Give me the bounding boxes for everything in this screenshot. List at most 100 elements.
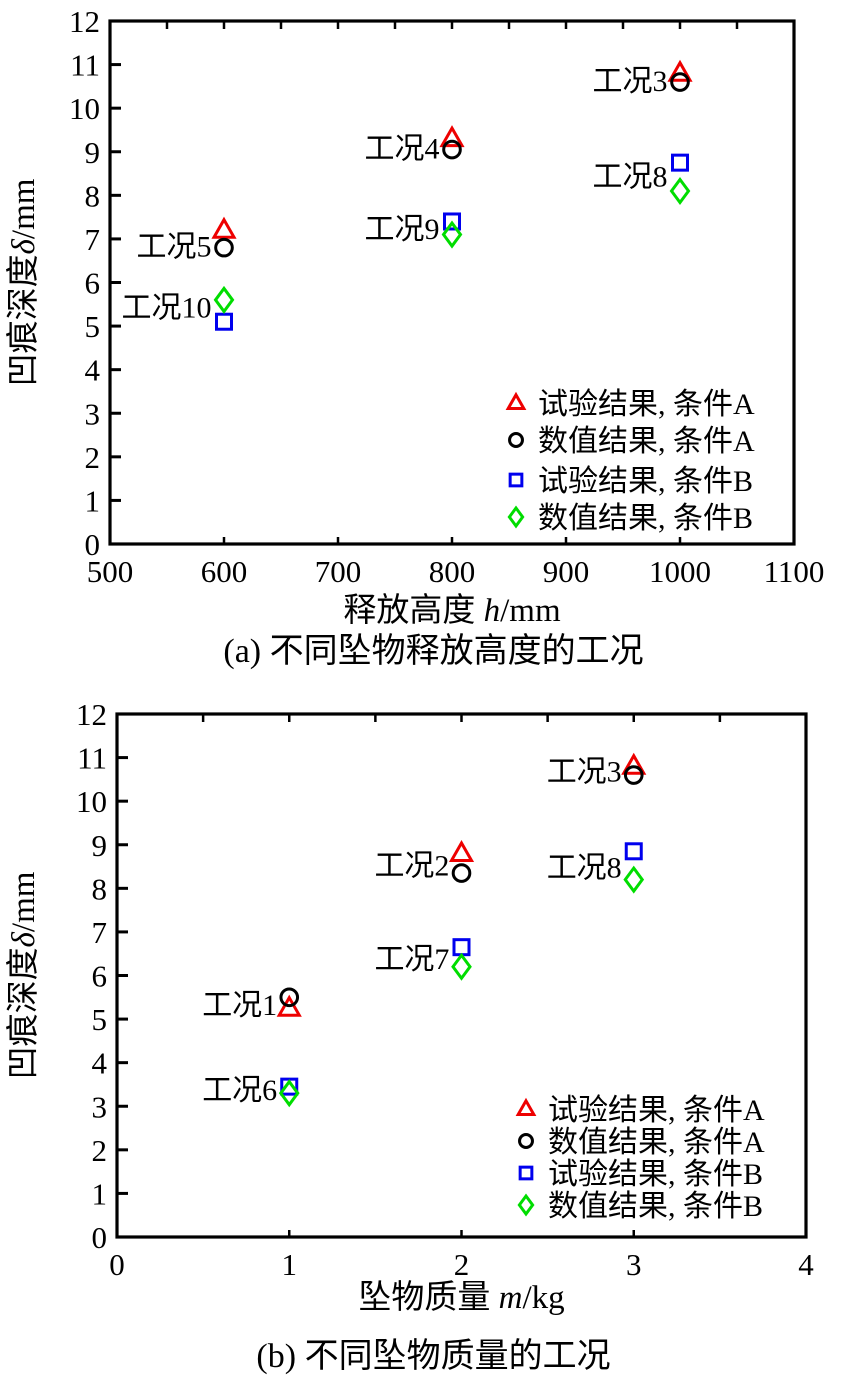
y-tick-label: 9 (92, 828, 108, 863)
data-point-diamond (451, 952, 472, 981)
y-tick-label: 1 (85, 483, 101, 518)
x-tick-label: 500 (87, 554, 134, 589)
y-axis-title: 凹痕深度δ/mm (5, 178, 42, 386)
figure-b: 0 1 2 3 4 5 6 7 8 9 10 11 12 0 1 2 3 4 坠物质量 m/kg 凹痕深度δ/mm 工况… (0, 678, 867, 1386)
legend-label: 试验结果, 条件A (548, 1094, 765, 1127)
y-tick-label: 10 (76, 784, 107, 819)
y-tick-label: 0 (85, 527, 101, 562)
data-point-diamond (669, 176, 691, 205)
data-point-square (452, 938, 471, 957)
x-tick-label: 2 (454, 1247, 470, 1282)
y-tick-label: 2 (92, 1133, 108, 1168)
y-tick-label: 5 (85, 309, 101, 344)
data-point-diamond (623, 865, 645, 894)
data-point-square (215, 312, 233, 331)
y-tick-label: 2 (85, 440, 101, 475)
legend-marker-circle (508, 432, 524, 448)
annotation-label: 工况2 (374, 849, 449, 882)
data-point-square (443, 212, 461, 231)
annotation-label: 工况10 (121, 291, 211, 324)
data-point-circle (451, 863, 472, 883)
y-tick-label: 8 (85, 178, 101, 213)
data-point-diamond (213, 285, 235, 314)
x-tick-label: 700 (315, 554, 362, 589)
y-tick-label: 8 (92, 871, 108, 906)
data-point-square (671, 153, 689, 172)
annotation-label: 工况1 (202, 989, 277, 1022)
y-tick-label: 11 (70, 48, 100, 83)
y-tick-label: 0 (92, 1220, 108, 1255)
x-tick-label: 3 (626, 1247, 642, 1282)
y-tick-label: 12 (69, 4, 100, 39)
data-point-diamond (441, 220, 463, 249)
x-tick-label: 0 (109, 1247, 125, 1282)
legend-marker-diamond (517, 1193, 535, 1217)
x-tick-label: 1 (282, 1247, 298, 1282)
data-point-circle (279, 987, 300, 1008)
data-point-triangle (211, 216, 237, 239)
data-point-circle (623, 765, 644, 785)
y-tick-label: 1 (92, 1176, 108, 1211)
legend-marker-circle (518, 1133, 534, 1149)
data-point-triangle (276, 994, 302, 1017)
x-axis-title: 释放高度 h/mm (343, 592, 561, 625)
y-tick-label: 12 (76, 697, 107, 732)
legend-label: 数值结果, 条件B (548, 1190, 763, 1223)
y-tick-label: 9 (85, 135, 101, 170)
y-tick-label: 11 (77, 741, 107, 776)
data-point-circle (670, 72, 690, 92)
annotation-label: 工况5 (136, 230, 211, 263)
annotation-label: 工况3 (547, 756, 622, 789)
legend-marker-square (508, 472, 524, 488)
figure-a: 0 1 2 3 4 5 6 7 8 9 10 11 12 500 600 700 800 900 1000 1100 释… (0, 0, 867, 678)
legend-label: 试验结果, 条件B (538, 465, 753, 498)
annotation-label: 工况8 (547, 852, 622, 885)
x-tick-label: 1000 (649, 554, 711, 589)
data-point-square (280, 1077, 299, 1096)
annotation-label: 工况6 (202, 1074, 277, 1107)
data-point-circle (442, 139, 462, 160)
annotation-label: 工况8 (592, 161, 667, 194)
data-point-triangle (439, 125, 465, 148)
data-point-diamond (278, 1079, 300, 1108)
caption-a: (a) 不同坠物释放高度的工况 (223, 633, 644, 670)
y-axis-title: 凹痕深度δ/mm (5, 871, 42, 1079)
x-tick-label: 900 (543, 554, 590, 589)
caption-b: (b) 不同坠物质量的工况 (256, 1337, 611, 1375)
y-tick-label: 6 (92, 959, 108, 994)
x-tick-label: 4 (798, 1247, 814, 1282)
data-point-triangle (448, 839, 475, 862)
y-tick-label: 7 (92, 915, 108, 950)
annotation-label: 工况4 (364, 132, 439, 165)
legend-label: 数值结果, 条件A (548, 1126, 765, 1159)
legend-marker-diamond (507, 505, 525, 529)
y-tick-label: 6 (85, 266, 101, 301)
legend-marker-square (518, 1165, 534, 1181)
y-tick-label: 4 (92, 1046, 108, 1081)
y-tick-label: 3 (92, 1089, 108, 1124)
data-point-square (624, 842, 643, 861)
x-tick-label: 800 (429, 554, 476, 589)
legend-label: 试验结果, 条件B (548, 1158, 763, 1191)
data-point-circle (214, 237, 234, 258)
data-point-triangle (621, 752, 647, 775)
annotation-label: 工况9 (364, 213, 439, 246)
legend-marker-triangle (515, 1097, 537, 1116)
legend-label: 试验结果, 条件A (538, 388, 755, 421)
annotation-label: 工况3 (592, 65, 667, 98)
y-tick-label: 3 (85, 396, 101, 431)
legend-label: 数值结果, 条件A (538, 425, 755, 458)
x-axis-title: 坠物质量 m/kg (358, 1279, 564, 1316)
legend-marker-triangle (505, 391, 527, 410)
y-tick-label: 5 (92, 1002, 108, 1037)
y-tick-label: 7 (85, 222, 101, 257)
annotation-label: 工况7 (374, 943, 449, 976)
y-tick-label: 4 (85, 353, 101, 388)
data-point-triangle (667, 59, 693, 82)
legend-label: 数值结果, 条件B (538, 502, 753, 535)
y-tick-label: 10 (69, 91, 100, 126)
x-tick-label: 1100 (764, 554, 825, 589)
